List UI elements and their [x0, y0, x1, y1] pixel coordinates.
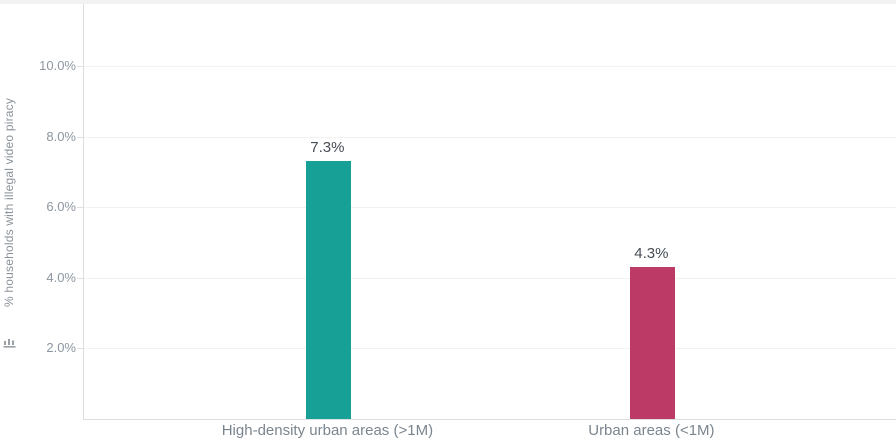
y-tick-label: 4.0%	[46, 269, 76, 285]
y-tickmark	[77, 277, 83, 279]
x-category-label: Urban areas (<1M)	[588, 422, 715, 439]
gridline	[84, 277, 896, 279]
y-tickmark	[77, 136, 83, 138]
plot-area	[77, 4, 896, 420]
bar	[305, 161, 351, 419]
y-tickmark	[77, 348, 83, 350]
y-tick-label: 6.0%	[46, 199, 76, 215]
y-tickmark	[77, 66, 83, 67]
y-tickmark	[77, 207, 83, 209]
gridline	[84, 136, 896, 138]
y-tick-label: 8.0%	[46, 128, 76, 144]
gridline	[84, 348, 896, 350]
y-tick-label: 10.0%	[39, 58, 76, 73]
gridline	[84, 66, 896, 67]
mini-bar-chart-icon	[3, 335, 16, 348]
y-tick-label: 2.0%	[46, 340, 76, 356]
bar	[629, 267, 675, 419]
x-category-label: High-density urban areas (>1M)	[221, 422, 434, 439]
gridline	[84, 207, 896, 209]
bar-value-label: 4.3%	[634, 245, 669, 263]
bar-value-label: 7.3%	[310, 139, 345, 157]
top-strip	[0, 0, 896, 4]
